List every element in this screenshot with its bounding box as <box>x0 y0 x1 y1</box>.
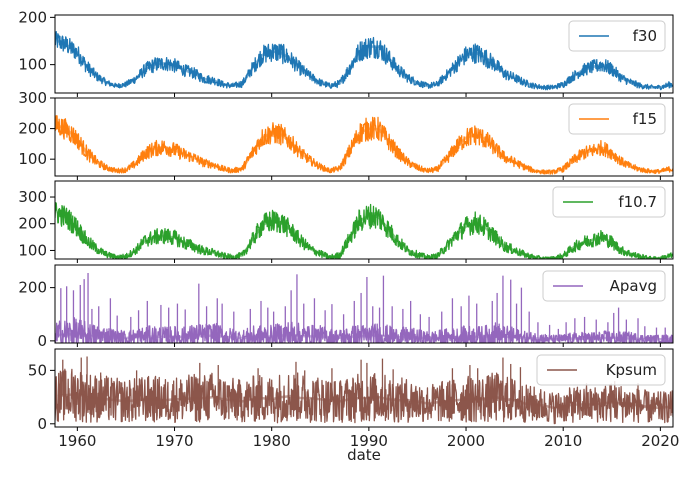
y-tick-label: 200 <box>18 120 47 138</box>
series-mean-f10-7 <box>57 211 671 259</box>
legend-box <box>542 270 666 302</box>
y-tick-label: 200 <box>18 8 47 26</box>
y-tick-label: 100 <box>18 241 47 259</box>
axes-frame <box>54 14 674 94</box>
legend-box <box>552 186 666 218</box>
series-mean-f15 <box>57 124 671 174</box>
legend-label: Apavg <box>610 277 657 295</box>
series-line-f30 <box>55 30 673 91</box>
axes-frame <box>54 264 674 344</box>
legend-box <box>568 20 666 52</box>
x-tick-label: 1970 <box>155 432 193 450</box>
panel-Kpsum: 0 50 1960 1970 1980 1990 2000 2010 2020 Kpsum <box>28 348 679 450</box>
panel-f30: 100 200 f30 <box>18 8 674 97</box>
x-axis-title: date <box>347 446 381 464</box>
series-mean-Apavg <box>57 332 671 341</box>
axes-frame <box>54 348 674 428</box>
legend-label: f10.7 <box>618 193 657 211</box>
series-line-Apavg <box>55 317 673 343</box>
x-tick-label: 1990 <box>350 432 388 450</box>
legend-box <box>536 354 666 386</box>
y-tick-label: 100 <box>18 56 47 74</box>
series-line-Kpsum <box>55 368 673 425</box>
panel-f10-7: 100 200 300 f10.7 <box>18 180 674 263</box>
x-tick-label: 2010 <box>544 432 582 450</box>
x-tick-label: 2000 <box>447 432 485 450</box>
y-tick-label: 0 <box>37 415 47 433</box>
panel-Apavg: 0 200 Apavg <box>18 264 674 350</box>
y-tick-label: 300 <box>18 89 47 107</box>
y-tick-label: 100 <box>18 150 47 168</box>
legend-box <box>568 103 666 135</box>
y-tick-label: 200 <box>18 279 47 297</box>
series-line-f15 <box>55 115 673 175</box>
y-tick-label: 200 <box>18 215 47 233</box>
legend-label: f15 <box>633 110 657 128</box>
panel-f15: 100 200 300 f15 <box>18 89 674 180</box>
series-mean-f30 <box>57 39 671 89</box>
y-tick-label: 300 <box>18 188 47 206</box>
x-tick-label: 1980 <box>253 432 291 450</box>
legend-f15: f15 <box>568 103 666 135</box>
legend-Kpsum: Kpsum <box>536 354 666 386</box>
legend-f10-7: f10.7 <box>552 186 666 218</box>
y-tick-label: 0 <box>37 332 47 350</box>
series-line-f10-7 <box>55 202 673 259</box>
y-tick-label: 50 <box>28 361 47 379</box>
legend-Apavg: Apavg <box>542 270 666 302</box>
x-tick-label: 1960 <box>58 432 96 450</box>
x-tick-label: 2020 <box>641 432 679 450</box>
legend-f30: f30 <box>568 20 666 52</box>
series-mean-Kpsum <box>57 392 671 410</box>
axes-frame <box>54 97 674 177</box>
legend-label: f30 <box>633 27 657 45</box>
legend-label: Kpsum <box>606 361 657 379</box>
axes-frame <box>54 180 674 260</box>
